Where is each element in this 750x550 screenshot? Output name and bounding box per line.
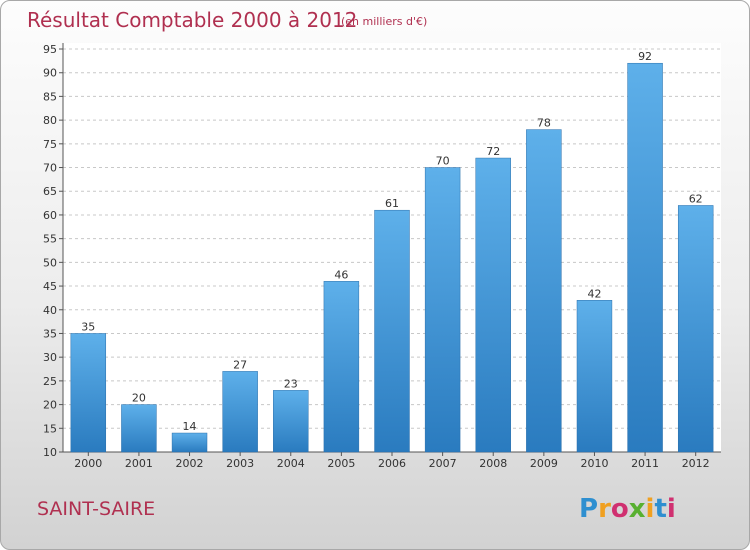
bar-2005 — [323, 281, 360, 453]
bar-2008 — [475, 157, 511, 453]
x-tick-label-2004: 2004 — [277, 457, 305, 470]
x-tick-label-2007: 2007 — [429, 457, 457, 470]
y-tick-label: 40 — [43, 304, 57, 317]
bar-2012 — [677, 205, 714, 453]
data-label-2002: 14 — [183, 420, 197, 433]
brand-letter: i — [646, 494, 655, 524]
data-label-2007: 70 — [436, 155, 450, 168]
y-tick-label: 85 — [43, 90, 57, 103]
x-tick-label-2001: 2001 — [125, 457, 153, 470]
data-label-2009: 78 — [537, 117, 551, 130]
data-label-2012: 62 — [689, 192, 703, 205]
y-tick-label: 10 — [43, 446, 57, 459]
y-tick-label: 55 — [43, 233, 57, 246]
data-label-2011: 92 — [638, 50, 652, 63]
y-tick-label: 75 — [43, 138, 57, 151]
bar-2001 — [121, 404, 157, 453]
x-tick-label-2008: 2008 — [479, 457, 507, 470]
x-tick-label-2002: 2002 — [176, 457, 204, 470]
brand-letter: r — [598, 494, 611, 524]
data-label-2001: 20 — [132, 392, 146, 405]
bar-2004 — [273, 390, 309, 453]
bar-2007 — [424, 167, 461, 453]
bar-2011 — [627, 62, 663, 453]
bar-2010 — [576, 300, 613, 453]
x-tick-label-2010: 2010 — [580, 457, 608, 470]
y-tick-label: 45 — [43, 280, 57, 293]
commune-name: SAINT-SAIRE — [37, 498, 155, 520]
y-tick-label: 60 — [43, 209, 57, 222]
data-label-2003: 27 — [233, 358, 247, 371]
data-label-2006: 61 — [385, 197, 399, 210]
brand-letter: t — [654, 494, 666, 524]
x-tick-label-2011: 2011 — [631, 457, 659, 470]
data-label-2004: 23 — [284, 377, 298, 390]
bar-2009 — [526, 129, 562, 453]
brand-letter: o — [611, 494, 629, 524]
y-tick-label: 35 — [43, 327, 57, 340]
bar-2006 — [374, 209, 410, 453]
x-tick-label-2003: 2003 — [226, 457, 254, 470]
y-tick-label: 50 — [43, 256, 57, 269]
y-tick-label: 15 — [43, 422, 57, 435]
bar-2000 — [70, 333, 107, 453]
brand-logo: Proxiti — [579, 494, 676, 524]
data-label-2005: 46 — [334, 268, 348, 281]
x-tick-label-2005: 2005 — [327, 457, 355, 470]
y-tick-label: 95 — [43, 43, 57, 56]
y-tick-label: 25 — [43, 375, 57, 388]
bar-2002 — [171, 432, 208, 453]
y-tick-label: 30 — [43, 351, 57, 364]
y-tick-label: 90 — [43, 67, 57, 80]
brand-letter: x — [629, 494, 646, 524]
bar-2003 — [222, 371, 258, 453]
y-tick-label: 20 — [43, 399, 57, 412]
x-tick-label-2006: 2006 — [378, 457, 406, 470]
y-tick-label: 70 — [43, 162, 57, 175]
data-label-2000: 35 — [81, 320, 95, 333]
bars: 35 20 14 27 23 46 61 70 72 78 42 92 62 — [70, 50, 714, 453]
x-tick-label-2000: 2000 — [74, 457, 102, 470]
chart-title: Résultat Comptable 2000 à 2012 — [27, 8, 357, 32]
y-tick-label: 80 — [43, 114, 57, 127]
chart-subtitle: (en milliers d'€) — [341, 15, 427, 28]
data-label-2010: 42 — [587, 287, 601, 300]
y-tick-label: 65 — [43, 185, 57, 198]
x-tick-label-2009: 2009 — [530, 457, 558, 470]
data-label-2008: 72 — [486, 145, 500, 158]
brand-letter: P — [579, 494, 598, 524]
brand-letter: i — [667, 494, 676, 524]
x-tick-label-2012: 2012 — [682, 457, 710, 470]
